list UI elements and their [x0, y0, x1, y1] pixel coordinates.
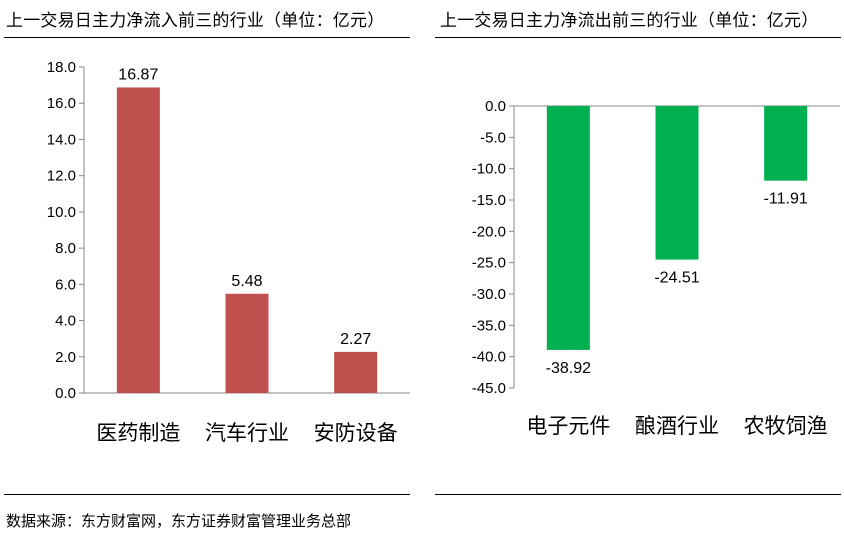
right-chart-title: 上一交易日主力净流出前三的行业（单位：亿元）	[440, 11, 819, 31]
data-label: -11.91	[764, 191, 808, 208]
category-label: 电子元件	[526, 414, 610, 438]
outflow-bar-chart: 0.0 -5.0 -10.0 -15.0 -20.0 -25.0 -30.0 -35.0 -40…	[472, 98, 840, 438]
y-tick-label: 18.0	[47, 59, 76, 76]
right-title-divider	[435, 37, 841, 38]
y-tick-label: -35.0	[472, 317, 506, 334]
y-tick-label: -30.0	[472, 286, 506, 303]
bar	[764, 106, 808, 181]
data-label: 2.27	[340, 331, 371, 348]
data-label: -38.92	[546, 360, 591, 377]
category-label: 酿酒行业	[635, 414, 719, 438]
y-tick-label: -20.0	[472, 223, 506, 240]
y-tick-label: 10.0	[47, 204, 76, 221]
y-tick-label: -45.0	[472, 380, 506, 397]
category-label: 汽车行业	[205, 421, 289, 445]
y-tick-label: 6.0	[55, 276, 76, 293]
y-tick-label: -40.0	[472, 349, 506, 366]
category-label: 安防设备	[314, 421, 398, 445]
y-tick-label: -5.0	[480, 129, 506, 146]
y-tick-label: 0.0	[55, 385, 76, 402]
bar	[225, 293, 269, 393]
y-tick-label: -10.0	[472, 161, 506, 178]
bar	[116, 87, 160, 394]
data-label: 16.87	[118, 66, 158, 83]
category-label: 医药制造	[96, 421, 180, 445]
category-label: 农牧饲渔	[744, 414, 828, 438]
left-chart-title: 上一交易日主力净流入前三的行业（单位：亿元）	[6, 11, 385, 31]
source-note: 数据来源：东方财富网，东方证券财富管理业务总部	[6, 512, 352, 530]
y-tick-label: -15.0	[472, 192, 506, 209]
y-tick-label: 2.0	[55, 349, 76, 366]
left-title-divider	[4, 37, 410, 38]
y-tick-label: 12.0	[47, 168, 76, 185]
right-bottom-divider	[435, 494, 841, 495]
bar	[334, 351, 378, 393]
y-tick-label: -25.0	[472, 255, 506, 272]
y-tick-label: 8.0	[55, 240, 76, 257]
data-label: -24.51	[654, 270, 699, 287]
y-tick-label: 4.0	[55, 313, 76, 330]
inflow-bar-chart: 0.0 2.0 4.0 6.0 8.0 10.0 12.0 14.0 16.0 18.0 16.87…	[47, 59, 410, 445]
y-tick-label: 16.0	[47, 95, 76, 112]
bar	[655, 106, 699, 260]
y-tick-label: 14.0	[47, 131, 76, 148]
data-label: 5.48	[231, 273, 262, 290]
y-tick-label: 0.0	[485, 98, 506, 115]
bar	[546, 106, 590, 350]
left-bottom-divider	[4, 494, 410, 495]
